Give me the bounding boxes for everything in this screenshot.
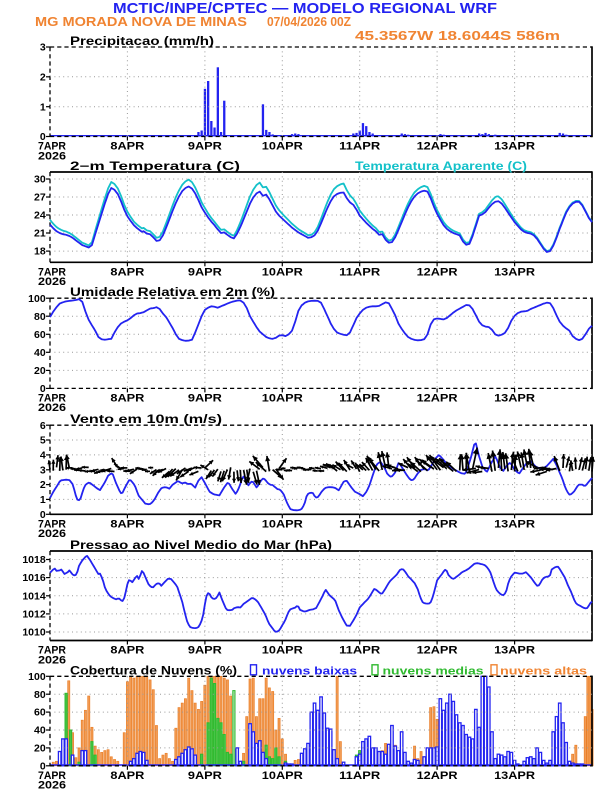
svg-text:nuvens altas: nuvens altas	[500, 665, 587, 677]
svg-text:Precipitacao (mm/h): Precipitacao (mm/h)	[70, 36, 214, 48]
svg-text:1: 1	[40, 494, 46, 506]
svg-text:10APR: 10APR	[262, 770, 303, 782]
svg-text:11APR: 11APR	[339, 519, 380, 531]
svg-text:Umidade Relativa em 2m (%): Umidade Relativa em 2m (%)	[70, 287, 275, 299]
svg-text:8APR: 8APR	[110, 519, 144, 531]
svg-text:27: 27	[34, 192, 46, 204]
svg-text:9APR: 9APR	[188, 267, 222, 279]
svg-text:4: 4	[40, 450, 46, 462]
svg-text:2026: 2026	[38, 780, 66, 792]
svg-text:40: 40	[34, 725, 46, 737]
svg-text:9APR: 9APR	[188, 393, 222, 405]
svg-text:nuvens baixas: nuvens baixas	[262, 665, 357, 677]
svg-text:8APR: 8APR	[110, 770, 144, 782]
svg-text:Cobertura de Nuvens (%): Cobertura de Nuvens (%)	[70, 665, 237, 677]
svg-text:10APR: 10APR	[262, 645, 303, 657]
svg-text:100: 100	[28, 671, 46, 683]
svg-text:11APR: 11APR	[339, 393, 380, 405]
svg-text:2026: 2026	[38, 150, 66, 162]
svg-text:13APR: 13APR	[494, 393, 535, 405]
svg-text:10APR: 10APR	[262, 141, 303, 153]
svg-text:40: 40	[34, 347, 46, 359]
svg-text:Temperatura Aparente (C): Temperatura Aparente (C)	[355, 161, 527, 173]
svg-text:nuvens medias: nuvens medias	[383, 665, 484, 677]
svg-text:2: 2	[40, 71, 46, 83]
svg-text:12APR: 12APR	[417, 141, 458, 153]
svg-text:2026: 2026	[38, 402, 66, 414]
svg-text:9APR: 9APR	[188, 770, 222, 782]
svg-text:5: 5	[40, 435, 46, 447]
svg-text:8APR: 8APR	[110, 645, 144, 657]
svg-text:8APR: 8APR	[110, 393, 144, 405]
svg-text:9APR: 9APR	[188, 141, 222, 153]
svg-text:12APR: 12APR	[417, 393, 458, 405]
svg-text:7APR: 7APR	[38, 519, 66, 531]
svg-text:100: 100	[28, 293, 46, 305]
svg-text:7APR: 7APR	[38, 770, 66, 782]
svg-text:0: 0	[40, 383, 46, 395]
svg-text:20: 20	[34, 743, 46, 755]
svg-text:7APR: 7APR	[38, 267, 66, 279]
svg-text:1: 1	[40, 101, 46, 113]
svg-text:13APR: 13APR	[494, 645, 535, 657]
svg-text:8APR: 8APR	[110, 141, 144, 153]
svg-text:Pressao ao Nivel Medio do Mar: Pressao ao Nivel Medio do Mar (hPa)	[70, 540, 332, 552]
svg-text:10APR: 10APR	[262, 519, 303, 531]
svg-text:11APR: 11APR	[339, 770, 380, 782]
svg-text:20: 20	[34, 365, 46, 377]
svg-text:07/04/2026 00Z: 07/04/2026 00Z	[267, 15, 351, 29]
svg-text:11APR: 11APR	[339, 645, 380, 657]
svg-text:12APR: 12APR	[417, 519, 458, 531]
svg-text:24: 24	[34, 210, 46, 222]
svg-text:6: 6	[40, 420, 46, 432]
svg-text:18: 18	[34, 246, 46, 258]
svg-text:13APR: 13APR	[494, 770, 535, 782]
svg-text:2026: 2026	[38, 276, 66, 288]
svg-text:12APR: 12APR	[417, 267, 458, 279]
svg-text:1014: 1014	[22, 590, 46, 602]
svg-text:2: 2	[40, 479, 46, 491]
svg-text:60: 60	[34, 329, 46, 341]
svg-text:0: 0	[40, 760, 46, 772]
svg-text:12APR: 12APR	[417, 770, 458, 782]
svg-text:13APR: 13APR	[494, 519, 535, 531]
svg-text:9APR: 9APR	[188, 645, 222, 657]
svg-text:1012: 1012	[22, 609, 46, 621]
svg-text:MG MORADA NOVA DE MINAS: MG MORADA NOVA DE MINAS	[35, 15, 247, 29]
svg-text:3: 3	[40, 464, 46, 476]
svg-text:30: 30	[34, 174, 46, 186]
svg-text:3: 3	[40, 42, 46, 54]
svg-text:7APR: 7APR	[38, 645, 66, 657]
svg-text:8APR: 8APR	[110, 267, 144, 279]
svg-text:Vento em 10m (m/s): Vento em 10m (m/s)	[70, 414, 222, 426]
svg-text:13APR: 13APR	[494, 141, 535, 153]
svg-text:60: 60	[34, 707, 46, 719]
svg-text:80: 80	[34, 689, 46, 701]
svg-text:7APR: 7APR	[38, 393, 66, 405]
svg-text:9APR: 9APR	[188, 519, 222, 531]
svg-text:11APR: 11APR	[339, 267, 380, 279]
svg-text:10APR: 10APR	[262, 393, 303, 405]
svg-text:21: 21	[34, 228, 46, 240]
svg-text:10APR: 10APR	[262, 267, 303, 279]
svg-text:13APR: 13APR	[494, 267, 535, 279]
svg-text:2026: 2026	[38, 654, 66, 666]
svg-text:1016: 1016	[22, 572, 46, 584]
svg-text:0: 0	[40, 509, 46, 521]
svg-text:2026: 2026	[38, 528, 66, 540]
svg-text:11APR: 11APR	[339, 141, 380, 153]
svg-text:45.3567W 18.6044S 586m: 45.3567W 18.6044S 586m	[355, 29, 560, 43]
svg-text:7APR: 7APR	[38, 141, 66, 153]
svg-text:1010: 1010	[22, 627, 46, 639]
svg-text:0: 0	[40, 131, 46, 143]
svg-text:2−m Temperatura (C): 2−m Temperatura (C)	[70, 161, 240, 173]
svg-text:1018: 1018	[22, 554, 46, 566]
svg-text:12APR: 12APR	[417, 645, 458, 657]
svg-text:MCTIC/INPE/CPTEC — MODELO REGI: MCTIC/INPE/CPTEC — MODELO REGIONAL WRF	[113, 0, 497, 17]
svg-text:80: 80	[34, 311, 46, 323]
